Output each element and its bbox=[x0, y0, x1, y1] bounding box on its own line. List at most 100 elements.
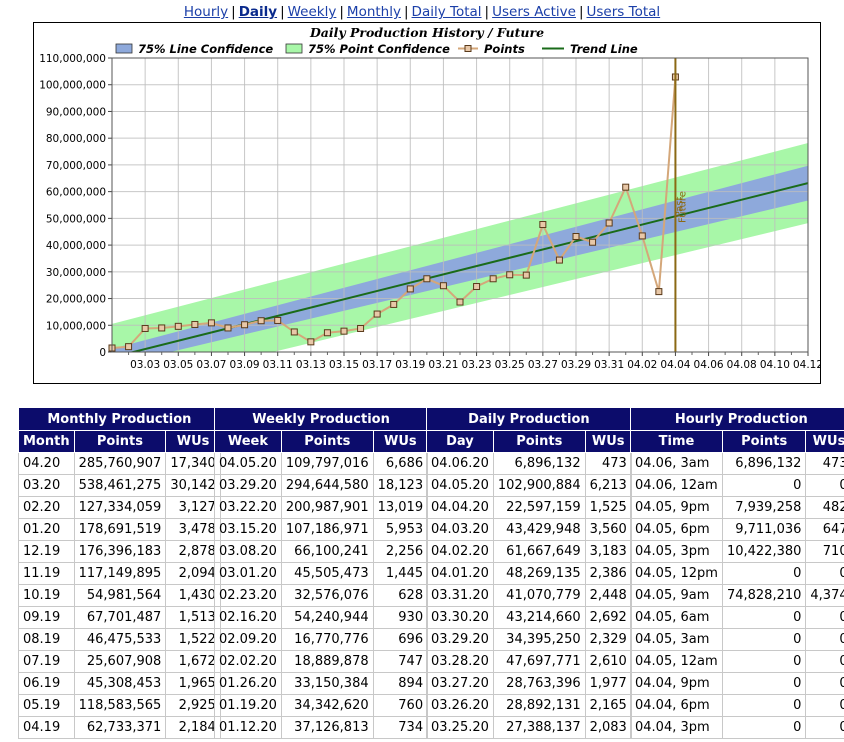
wus-cell: 2,448 bbox=[584, 584, 632, 607]
wus-cell: 18,123 bbox=[372, 474, 429, 497]
data-point bbox=[555, 256, 563, 264]
table-title: Weekly Production bbox=[213, 407, 429, 431]
wus-cell: 930 bbox=[372, 606, 429, 629]
row-label-cell: 04.05, 3am bbox=[630, 628, 723, 651]
row-label-cell: 03.25.20 bbox=[426, 716, 494, 739]
x-tick-label: 03.27 bbox=[528, 359, 558, 371]
points-cell: 176,396,183 bbox=[73, 540, 167, 563]
points-cell: 54,981,564 bbox=[73, 584, 167, 607]
y-tick-label: 60,000,000 bbox=[46, 187, 106, 199]
nav-link-weekly[interactable]: Weekly bbox=[287, 4, 337, 20]
points-cell: 61,667,649 bbox=[492, 540, 586, 563]
wus-cell: 1,977 bbox=[584, 672, 632, 695]
row-label-cell: 03.15.20 bbox=[214, 518, 282, 541]
table-row: 03.26.20 28,892,131 2,165 bbox=[426, 694, 632, 717]
row-label-cell: 04.04, 6pm bbox=[630, 694, 723, 717]
row-label-cell: 08.19 bbox=[18, 628, 75, 651]
points-cell: 294,644,580 bbox=[280, 474, 374, 497]
points-cell: 0 bbox=[721, 650, 807, 673]
table-row: 03.28.20 47,697,771 2,610 bbox=[426, 650, 632, 673]
data-point bbox=[539, 221, 547, 229]
points-cell: 47,697,771 bbox=[492, 650, 586, 673]
past-label: Past bbox=[674, 197, 685, 218]
wus-cell: 0 bbox=[805, 606, 844, 629]
table-row: 03.29.20 34,395,250 2,329 bbox=[426, 628, 632, 651]
nav-link-monthly[interactable]: Monthly bbox=[346, 4, 401, 20]
y-tick-label: 10,000,000 bbox=[46, 320, 106, 332]
y-tick-label: 30,000,000 bbox=[46, 267, 106, 279]
wus-cell: 1,430 bbox=[165, 584, 221, 607]
column-header: Week bbox=[214, 430, 282, 453]
row-label-cell: 04.05, 12am bbox=[630, 650, 723, 673]
y-tick-label: 20,000,000 bbox=[46, 294, 106, 306]
nav-bar: Hourly | Daily | Weekly | Monthly | Daily Total |… bbox=[0, 4, 844, 20]
y-tick-label: 100,000,000 bbox=[39, 80, 106, 92]
hourly-production-table: Hourly Production Time Points WUs 04.06, 3am… bbox=[630, 407, 844, 739]
points-cell: 25,607,908 bbox=[73, 650, 167, 673]
wus-cell: 0 bbox=[805, 628, 844, 651]
points-cell: 66,100,241 bbox=[280, 540, 374, 563]
points-cell: 22,597,159 bbox=[492, 496, 586, 519]
row-label-cell: 01.19.20 bbox=[214, 694, 282, 717]
data-point bbox=[439, 282, 447, 290]
data-point bbox=[224, 324, 232, 332]
wus-cell: 2,256 bbox=[372, 540, 429, 563]
points-cell: 118,583,565 bbox=[73, 694, 167, 717]
points-cell: 0 bbox=[721, 694, 807, 717]
row-label-cell: 11.19 bbox=[18, 562, 75, 585]
x-tick-label: 03.25 bbox=[495, 359, 525, 371]
row-label-cell: 04.05.20 bbox=[426, 474, 494, 497]
nav-link-daily[interactable]: Daily bbox=[238, 4, 278, 20]
legend-swatch-point-confidence bbox=[285, 43, 303, 54]
points-cell: 74,828,210 bbox=[721, 584, 807, 607]
nav-link-users-active[interactable]: Users Active bbox=[492, 4, 576, 20]
row-label-cell: 04.01.20 bbox=[426, 562, 494, 585]
legend-label: Trend Line bbox=[570, 42, 638, 56]
y-tick-label: 110,000,000 bbox=[39, 53, 106, 65]
column-header: Points bbox=[721, 430, 807, 453]
row-label-cell: 04.06, 3am bbox=[630, 452, 723, 475]
data-point bbox=[290, 328, 298, 336]
data-point bbox=[406, 285, 414, 293]
data-point bbox=[191, 320, 199, 328]
points-cell: 54,240,944 bbox=[280, 606, 374, 629]
data-point bbox=[589, 238, 597, 246]
nav-link-users-total[interactable]: Users Total bbox=[586, 4, 661, 20]
wus-cell: 3,478 bbox=[165, 518, 221, 541]
x-tick-label: 04.04 bbox=[660, 359, 690, 371]
points-cell: 107,186,971 bbox=[280, 518, 374, 541]
row-label-cell: 01.20 bbox=[18, 518, 75, 541]
wus-cell: 2,878 bbox=[165, 540, 221, 563]
row-label-cell: 04.05, 12pm bbox=[630, 562, 723, 585]
data-point bbox=[655, 288, 663, 296]
table-row: 04.04.20 22,597,159 1,525 bbox=[426, 496, 632, 519]
row-label-cell: 04.05, 9pm bbox=[630, 496, 723, 519]
points-cell: 178,691,519 bbox=[73, 518, 167, 541]
data-point bbox=[456, 298, 464, 306]
table-row: 04.05, 9am 74,828,210 4,374 bbox=[630, 584, 844, 607]
data-point bbox=[473, 283, 481, 291]
column-header: Time bbox=[630, 430, 723, 453]
table-row: 02.02.20 18,889,878 747 bbox=[214, 650, 429, 673]
wus-cell: 5,953 bbox=[372, 518, 429, 541]
data-point bbox=[241, 321, 249, 329]
row-label-cell: 02.02.20 bbox=[214, 650, 282, 673]
points-cell: 6,896,132 bbox=[721, 452, 807, 475]
row-label-cell: 01.12.20 bbox=[214, 716, 282, 739]
row-label-cell: 02.20 bbox=[18, 496, 75, 519]
data-point bbox=[605, 219, 613, 227]
x-tick-label: 03.19 bbox=[395, 359, 425, 371]
points-cell: 48,269,135 bbox=[492, 562, 586, 585]
points-cell: 0 bbox=[721, 606, 807, 629]
points-cell: 6,896,132 bbox=[492, 452, 586, 475]
nav-link-daily-total[interactable]: Daily Total bbox=[411, 4, 482, 20]
table-row: 03.27.20 28,763,396 1,977 bbox=[426, 672, 632, 695]
wus-cell: 4,374 bbox=[805, 584, 844, 607]
nav-link-hourly[interactable]: Hourly bbox=[183, 4, 229, 20]
column-header: WUs bbox=[584, 430, 632, 453]
table-row: 04.04, 6pm 0 0 bbox=[630, 694, 844, 717]
column-header: Points bbox=[73, 430, 167, 453]
wus-cell: 647 bbox=[805, 518, 844, 541]
points-cell: 34,395,250 bbox=[492, 628, 586, 651]
column-header: WUs bbox=[372, 430, 429, 453]
